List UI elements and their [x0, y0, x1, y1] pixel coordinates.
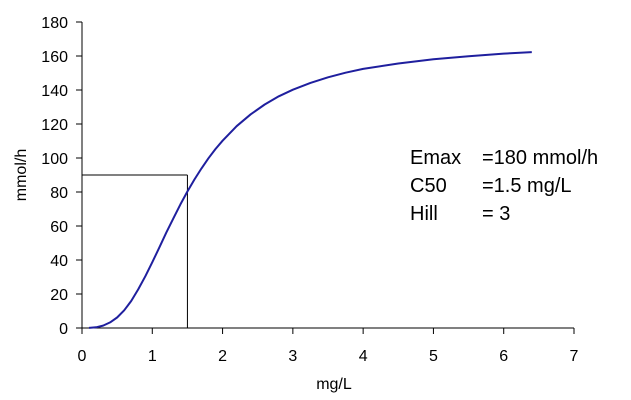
series-group	[88, 51, 532, 329]
annotation-block: Emax =180 mmol/h C50 =1.5 mg/L Hill = 3	[410, 147, 598, 225]
x-tick-label: 2	[218, 348, 227, 365]
x-axis-label: mg/L	[316, 376, 352, 393]
reference-lines	[82, 174, 188, 328]
tick-marks	[76, 21, 575, 334]
y-tick-label: 140	[41, 83, 68, 100]
x-tick-label: 7	[570, 348, 579, 365]
annotation-c50-name: C50	[410, 175, 447, 197]
y-tick-label: 40	[50, 253, 68, 270]
x-tick-label: 1	[148, 348, 157, 365]
annotation-c50-value: =1.5 mg/L	[482, 175, 572, 197]
tick-labels: 0 1 2 3 4 5 6 7 0 20 40 60 80 100 120 140 160 180	[41, 15, 578, 365]
annotation-emax-value: =180 mmol/h	[482, 147, 598, 169]
annotation-emax-name: Emax	[410, 147, 461, 169]
annotation-hill-value: = 3	[482, 203, 510, 225]
x-tick-label: 6	[499, 348, 508, 365]
x-tick-label: 5	[429, 348, 438, 365]
x-tick-label: 0	[78, 348, 87, 365]
y-tick-label: 80	[50, 185, 68, 202]
y-tick-label: 100	[41, 151, 68, 168]
y-tick-label: 20	[50, 287, 68, 304]
annotation-hill-name: Hill	[410, 203, 438, 225]
y-tick-label: 0	[59, 321, 68, 338]
y-tick-label: 160	[41, 49, 68, 66]
y-tick-label: 120	[41, 117, 68, 134]
x-tick-label: 4	[359, 348, 368, 365]
axes	[81, 22, 574, 329]
y-tick-label: 180	[41, 15, 68, 32]
y-axis-label: mmol/h	[13, 149, 30, 201]
series-line-1	[88, 51, 532, 329]
x-tick-label: 3	[288, 348, 297, 365]
y-tick-label: 60	[50, 219, 68, 236]
